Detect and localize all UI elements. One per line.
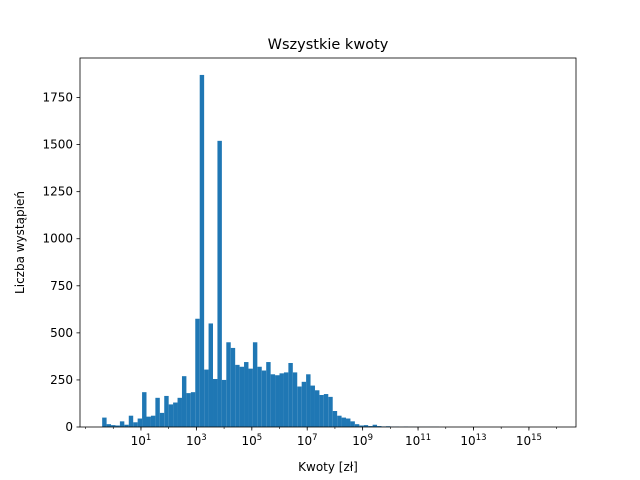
histogram-bar [221, 379, 227, 427]
x-tick-label: 101 [131, 433, 152, 448]
histogram-bar [328, 396, 333, 427]
histogram-bar [341, 417, 347, 427]
histogram-bar [199, 74, 205, 427]
histogram-bar [111, 425, 116, 427]
histogram-bar [177, 397, 182, 427]
histogram-bar [377, 426, 382, 427]
histogram-bar [323, 394, 329, 427]
histogram-bar [292, 372, 298, 427]
y-tick-label: 250 [50, 373, 73, 387]
histogram-bar [133, 422, 138, 427]
y-tick-label: 1500 [42, 138, 73, 152]
histogram-bar [363, 425, 369, 427]
histogram-bar [368, 426, 373, 427]
histogram-bar [102, 417, 107, 427]
histogram-bar [230, 347, 236, 427]
histogram-bar [248, 368, 253, 427]
histogram-bar [226, 342, 231, 427]
x-tick-label: 109 [352, 433, 373, 448]
x-tick-label: 1015 [516, 433, 542, 448]
histogram-bar [261, 370, 267, 427]
histogram-bar [181, 376, 187, 427]
histogram-bar [244, 362, 249, 427]
x-tick-label: 103 [186, 433, 207, 448]
histogram-bars [102, 74, 440, 427]
y-tick-label: 1750 [42, 91, 73, 105]
histogram-bar [314, 390, 320, 427]
histogram-bar [204, 369, 209, 427]
histogram-bar [208, 323, 213, 427]
y-tick-label: 0 [65, 420, 73, 434]
histogram-bar [372, 424, 378, 427]
histogram-bar [168, 404, 174, 427]
histogram-bar [354, 424, 360, 427]
histogram-bar [146, 416, 151, 427]
histogram-bar [301, 381, 307, 427]
histogram-bar [164, 395, 169, 427]
histogram-bar [346, 418, 351, 427]
histogram-bar [266, 362, 271, 427]
histogram-bar [155, 397, 160, 427]
chart-title: Wszystkie kwoty [268, 37, 389, 53]
histogram-bar [257, 366, 262, 427]
y-tick-label: 1250 [42, 185, 73, 199]
histogram-bar [252, 342, 258, 427]
histogram-bar [319, 394, 324, 427]
histogram-bar [213, 378, 218, 427]
y-tick-label: 750 [50, 279, 73, 293]
histogram-bar [195, 318, 200, 427]
histogram-bar [332, 411, 338, 427]
histogram-bar [119, 421, 125, 427]
histogram-bar [359, 425, 364, 427]
histogram-bar [275, 375, 280, 427]
x-tick-label: 1013 [460, 433, 486, 448]
y-tick-label: 1000 [42, 232, 73, 246]
x-tick-label: 105 [241, 433, 262, 448]
histogram-bar [124, 424, 129, 427]
histogram-bar [279, 373, 284, 427]
histogram-bar [235, 364, 240, 427]
histogram-bar [190, 392, 196, 427]
y-axis-ticks: 0 250 500 750 1000 1250 1500 1750 [42, 91, 80, 434]
histogram-bar [306, 374, 311, 427]
histogram-bar [159, 412, 165, 427]
histogram-bar [288, 362, 293, 427]
y-tick-label: 500 [50, 326, 73, 340]
histogram-bar [337, 415, 342, 427]
histogram-bar [115, 425, 120, 427]
histogram-bar [173, 402, 178, 427]
histogram-bar [283, 372, 289, 427]
histogram-bar [150, 415, 156, 427]
histogram-bar [142, 392, 147, 427]
histogram-bar [217, 140, 222, 427]
histogram-bar [350, 421, 355, 427]
histogram-bar [297, 386, 302, 427]
histogram-bar [186, 393, 191, 427]
histogram-bar [310, 385, 315, 427]
histogram-bar [239, 366, 245, 427]
x-axis-label: Kwoty [zł] [298, 460, 358, 474]
histogram-bar [106, 424, 112, 427]
histogram-bar [128, 415, 134, 427]
y-axis-label: Liczba wystąpień [13, 191, 27, 294]
x-tick-label: 1011 [405, 433, 431, 448]
histogram-bar [270, 374, 276, 427]
histogram-bar [137, 418, 143, 427]
x-axis-ticks: 101 103 105 107 109 1011 1013 1015 [85, 427, 557, 448]
x-tick-label: 107 [297, 433, 318, 448]
plot-frame [79, 57, 577, 428]
